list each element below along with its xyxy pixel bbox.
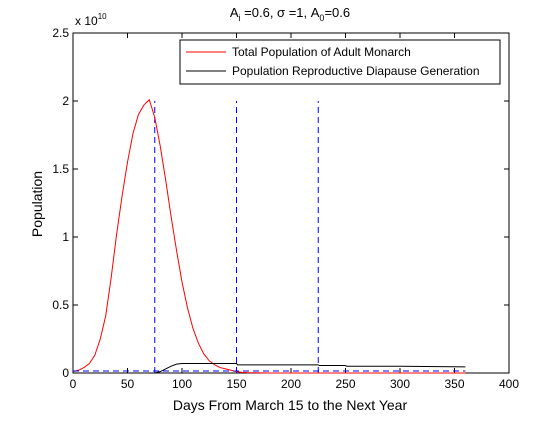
title-a-i-sub: i [239, 13, 241, 23]
x-tick-label: 50 [121, 377, 135, 391]
y-tick-label: 0 [62, 366, 69, 380]
x-tick-label: 200 [281, 377, 301, 391]
series-line-2 [73, 362, 466, 374]
legend-box [179, 39, 501, 85]
y-tick-label: 1 [62, 230, 69, 244]
x-tick-label: 0 [70, 377, 77, 391]
x-tick-label: 300 [390, 377, 410, 391]
y-tick-label: 0.5 [52, 298, 69, 312]
legend: Total Population of Adult Monarch Populat… [179, 39, 501, 85]
legend-label: Total Population of Adult Monarch [232, 45, 411, 59]
title-rest-2: =0.6 [324, 5, 350, 20]
y-tick-label: 2 [62, 94, 69, 108]
title-rest-1: =0.6, σ =1, A [241, 5, 320, 20]
x-tick-label: 400 [499, 377, 519, 391]
title-a-i: A [230, 5, 239, 20]
y-exponent-power: 10 [98, 12, 107, 21]
y-tick-label: 1.5 [52, 162, 69, 176]
x-tick-label: 350 [444, 377, 464, 391]
y-tick-label: 2.5 [52, 26, 69, 40]
x-axis-label: Days From March 15 to the Next Year [173, 397, 408, 413]
y-exponent-label: x 1010 [75, 12, 107, 28]
chart-title: Ai =0.6, σ =1, A0=0.6 [230, 5, 350, 23]
x-tick-label: 150 [226, 377, 246, 391]
y-exponent-base: x 10 [75, 14, 98, 28]
legend-label: Population Reproductive Diapause Generat… [232, 64, 480, 78]
series-line-1 [72, 98, 466, 374]
plot-area: 0 50 100 150 200 250 300 350 400 0 0.5 1 1.5 2 2.5 [52, 26, 519, 391]
title-a-0-sub: 0 [319, 13, 324, 23]
x-tick-label: 100 [172, 377, 192, 391]
y-axis-label: Population [29, 171, 45, 237]
x-tick-label: 250 [335, 377, 355, 391]
